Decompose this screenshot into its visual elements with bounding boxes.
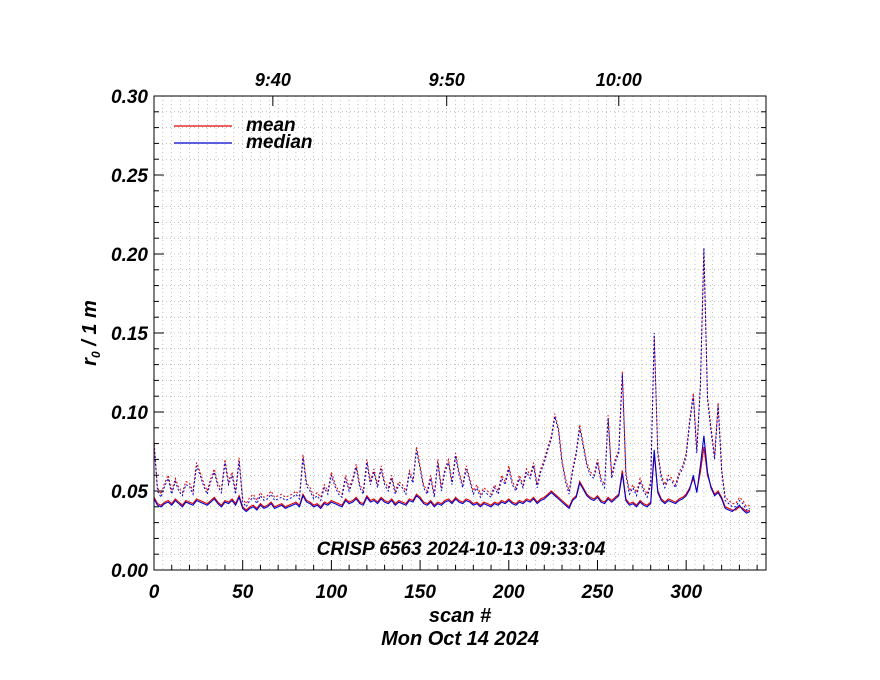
y-tick-labels: 0.00 0.05 0.10 0.15 0.20 0.25 0.30 <box>111 87 148 582</box>
series-line-mean-dotted <box>153 250 751 508</box>
top-tick-label: 10:00 <box>596 70 642 90</box>
legend: mean median <box>174 115 313 153</box>
y-tick-label: 0.15 <box>111 324 148 345</box>
x-tick-label: 50 <box>232 582 254 603</box>
y-axis-title-rest: / 1 m <box>79 300 101 351</box>
y-tick-label: 0.05 <box>111 482 148 503</box>
top-tick-label: 9:40 <box>255 70 291 90</box>
top-tick-labels: 9:40 9:50 10:00 <box>255 70 642 90</box>
y-axis-title-main: r <box>79 357 101 366</box>
annotation: CRISP 6563 2024-10-13 09:33:04 <box>317 539 606 560</box>
x-tick-label: 200 <box>492 582 525 603</box>
x-tick-labels: 0 50 100 150 200 250 300 <box>149 582 703 603</box>
top-tick-label: 9:50 <box>429 70 465 90</box>
series-line-mean <box>153 446 751 513</box>
x-axis-title: scan # <box>429 605 492 627</box>
x-tick-label: 300 <box>670 582 702 603</box>
y-tick-label: 0.00 <box>111 561 148 582</box>
series-lines <box>153 247 751 514</box>
x-tick-label: 250 <box>581 582 614 603</box>
y-tick-label: 0.10 <box>111 403 148 424</box>
series-line-median-dotted <box>153 247 751 511</box>
legend-label-median: median <box>246 132 313 153</box>
x-tick-label: 0 <box>149 582 160 603</box>
legend-label-mean: mean <box>246 115 296 136</box>
svg-text:r0 / 1 m: r0 / 1 m <box>79 300 103 366</box>
grid <box>154 96 766 570</box>
x-tick-label: 100 <box>316 582 348 603</box>
y-tick-label: 0.20 <box>111 245 148 266</box>
series-line-median <box>153 435 751 514</box>
y-tick-label: 0.25 <box>111 166 148 187</box>
y-axis-title-sub: 0 <box>89 351 103 358</box>
plot-frame <box>153 95 767 571</box>
x-tick-label: 150 <box>404 582 436 603</box>
y-axis-title: r0 / 1 m <box>79 300 103 366</box>
y-tick-label: 0.30 <box>111 87 148 108</box>
date-label: Mon Oct 14 2024 <box>381 628 539 650</box>
